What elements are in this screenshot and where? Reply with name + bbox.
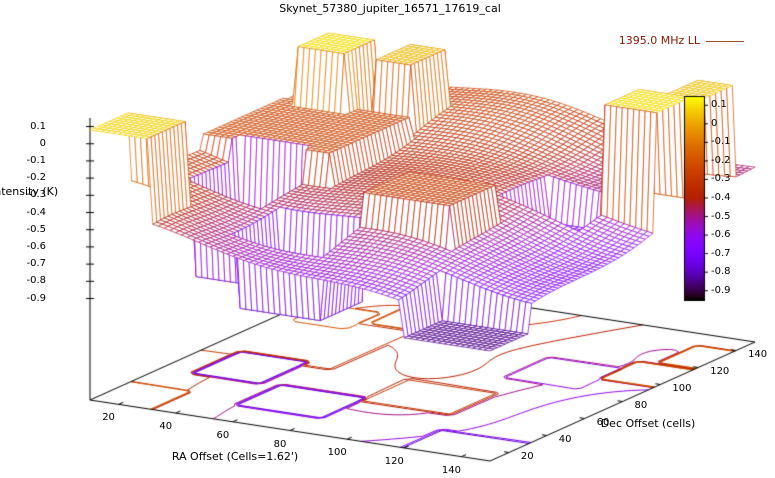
z-axis-tick-label: -0.8 (26, 275, 46, 287)
x-axis-tick-label: 120 (384, 455, 404, 467)
y-axis-tick-label: 80 (634, 399, 648, 411)
colorbar-tick-label: -0.1 (711, 136, 731, 148)
z-axis-tick-label: -0.9 (26, 292, 46, 304)
colorbar-tick-label: -0.3 (711, 173, 731, 185)
z-axis-tick-label: 0.1 (30, 120, 46, 132)
legend-line-sample (706, 41, 744, 42)
y-axis-tick-label: 20 (520, 450, 534, 462)
x-axis-tick-label: 20 (102, 412, 115, 424)
colorbar-tick-label: -0.5 (711, 210, 731, 222)
y-axis-tick-label: 100 (672, 382, 692, 394)
z-axis-tick-label: -0.5 (26, 223, 46, 235)
z-axis-tick-label: -0.7 (26, 258, 46, 270)
y-axis-tick-label: 60 (596, 416, 610, 428)
plot-title: Skynet_57380_jupiter_16571_17619_cal (279, 2, 501, 15)
colorbar-tick-label: -0.9 (711, 284, 731, 296)
y-axis-label: Dec Offset (cells) (600, 417, 696, 430)
x-axis-label: RA Offset (Cells=1.62') (171, 450, 299, 463)
y-axis-tick-label: 40 (558, 433, 572, 445)
colorbar-tick-label: -0.4 (711, 192, 731, 203)
z-axis-label: Intensity (K) (0, 185, 59, 198)
z-axis-tick-label: 0 (39, 137, 46, 149)
colorbar-tick-label: 0.1 (711, 99, 727, 111)
x-axis-tick-label: 80 (273, 438, 287, 450)
y-axis-tick-label: 120 (710, 365, 730, 377)
z-axis-tick-label: -0.6 (26, 240, 46, 252)
x-axis-tick-label: 40 (159, 421, 173, 433)
colorbar-tick-label: -0.8 (711, 266, 731, 278)
z-axis-tick-label: -0.3 (26, 189, 46, 201)
y-axis-tick-label: 140 (748, 348, 768, 360)
x-axis-tick-label: 60 (216, 429, 230, 441)
x-axis-tick-label: 100 (327, 447, 347, 459)
x-axis-tick-label: 140 (441, 464, 461, 476)
z-axis-tick-label: -0.4 (26, 206, 46, 218)
colorbar-tick-label: -0.2 (711, 154, 731, 166)
z-axis-tick-label: -0.1 (26, 154, 46, 166)
z-axis-tick-label: -0.2 (26, 172, 46, 184)
colorbar-tick-label: -0.7 (711, 247, 731, 259)
colorbar-tick-label: 0 (711, 117, 718, 129)
legend-label: 1395.0 MHz LL (618, 34, 700, 47)
colorbar-tick-label: -0.6 (711, 229, 731, 241)
